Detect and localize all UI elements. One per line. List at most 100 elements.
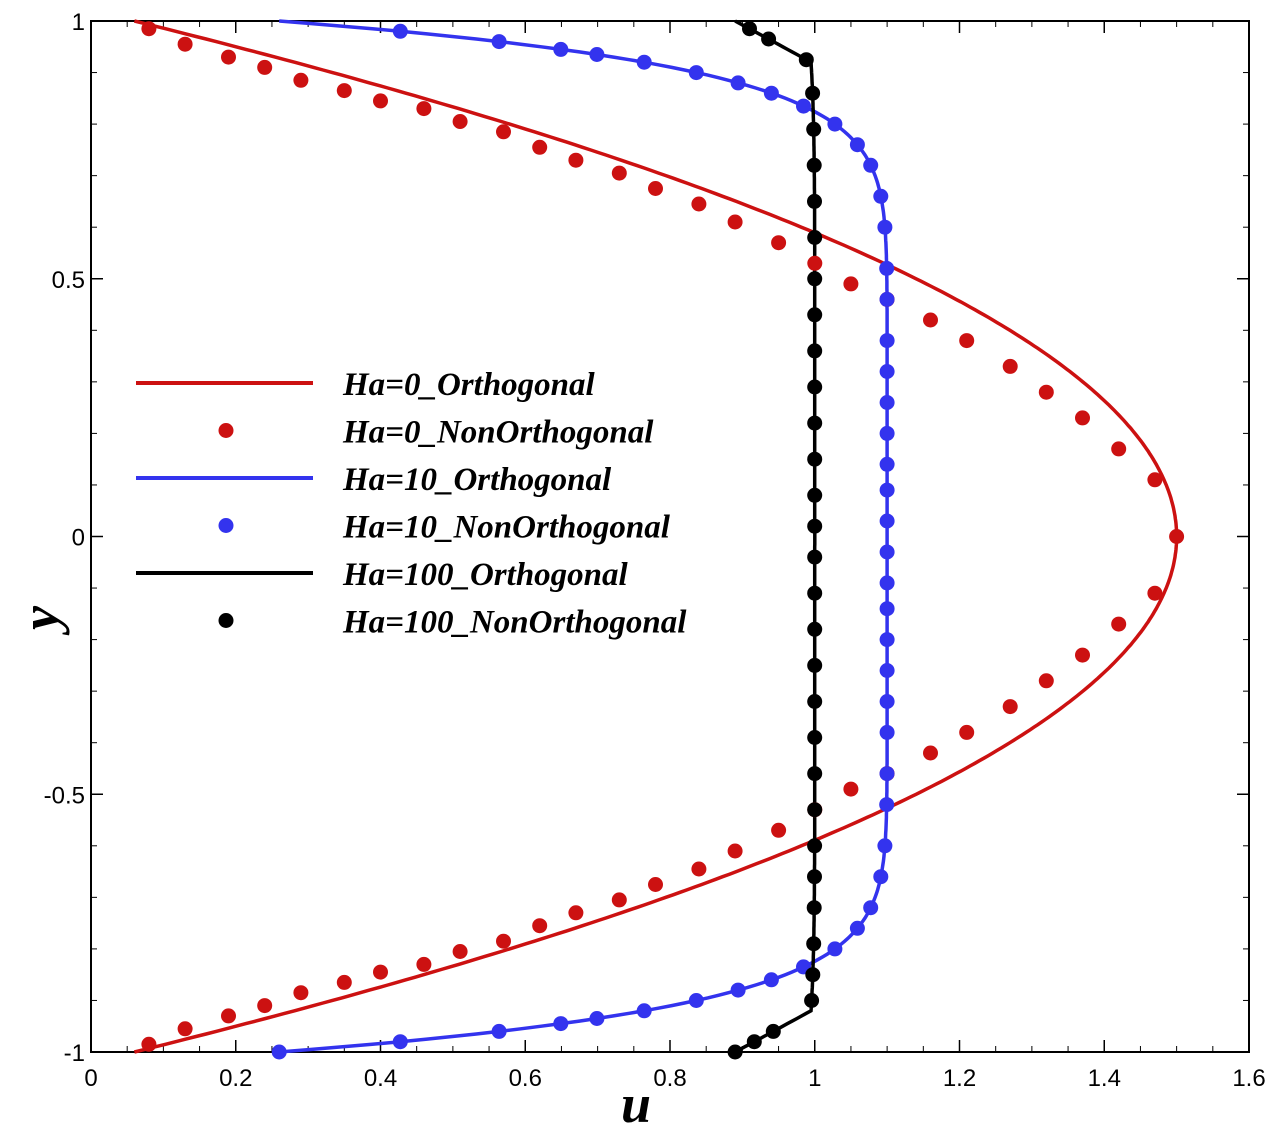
data-point <box>727 1044 743 1060</box>
data-point <box>1147 585 1163 601</box>
data-point <box>849 137 865 153</box>
data-point <box>805 967 821 983</box>
data-point <box>765 1023 781 1039</box>
data-point <box>1111 441 1127 457</box>
data-point <box>807 621 823 637</box>
data-point <box>807 487 823 503</box>
data-point <box>691 196 707 212</box>
data-point <box>879 544 895 560</box>
y-tick-label: 0.5 <box>52 267 85 294</box>
data-point <box>807 585 823 601</box>
data-point <box>452 114 468 129</box>
legend: Ha=0_Orthogonal Ha=0_NonOrthogonal Ha=10_O… <box>136 367 687 641</box>
data-point <box>771 822 787 838</box>
data-point <box>879 456 895 472</box>
x-tick-label: 0.4 <box>364 1065 397 1092</box>
data-point <box>807 766 823 782</box>
series-markers <box>141 21 1185 1060</box>
data-point <box>805 85 821 101</box>
data-point <box>843 276 859 292</box>
data-point <box>807 379 823 395</box>
data-point <box>553 41 569 57</box>
y-tick-label: -1 <box>64 1040 85 1067</box>
data-point <box>1038 673 1054 689</box>
data-point <box>923 745 938 761</box>
data-point <box>392 1034 408 1050</box>
legend-marker-swatch <box>218 518 234 533</box>
data-point <box>863 157 879 173</box>
data-point <box>879 797 895 813</box>
data-point <box>293 985 309 1001</box>
data-point <box>553 1016 569 1032</box>
data-point <box>879 694 895 709</box>
data-point <box>589 47 605 62</box>
data-point <box>568 152 584 168</box>
data-point <box>761 31 777 47</box>
data-point <box>491 34 507 50</box>
data-point <box>416 101 432 117</box>
data-point <box>1169 529 1185 544</box>
data-point <box>863 900 879 916</box>
data-point <box>1002 699 1018 715</box>
data-point <box>879 513 895 529</box>
data-point <box>806 900 822 916</box>
data-point <box>879 601 895 617</box>
data-point <box>873 188 889 204</box>
legend-label: Ha=100_NonOrthogonal <box>342 605 687 641</box>
data-point <box>636 54 652 70</box>
x-tick-label: 1.2 <box>943 1065 976 1092</box>
data-point <box>807 193 822 209</box>
data-point <box>177 36 193 52</box>
data-point <box>879 364 895 379</box>
data-point <box>1111 616 1127 632</box>
data-point <box>827 941 843 957</box>
data-point <box>373 93 388 109</box>
data-point <box>807 307 823 323</box>
data-point <box>807 343 823 359</box>
data-point <box>873 869 889 885</box>
data-point <box>1147 472 1163 488</box>
data-point <box>879 663 895 678</box>
data-point <box>257 998 273 1014</box>
legend-label: Ha=10_Orthogonal <box>342 462 612 498</box>
legend-label: Ha=0_Orthogonal <box>342 367 596 403</box>
data-point <box>392 23 408 39</box>
data-point <box>532 139 548 155</box>
series-line-ha-100-orthogonal <box>734 19 817 1054</box>
data-point <box>727 843 743 859</box>
data-point <box>807 415 823 431</box>
data-point <box>807 451 823 467</box>
data-point <box>923 312 938 328</box>
data-point <box>879 482 895 498</box>
data-point <box>807 255 823 271</box>
data-point <box>806 157 822 173</box>
data-point <box>336 974 352 990</box>
data-point <box>807 518 823 534</box>
data-point <box>807 730 823 745</box>
x-tick-label: 1 <box>808 1065 821 1092</box>
data-point <box>879 766 895 782</box>
data-point <box>763 972 779 988</box>
data-point <box>796 98 811 114</box>
data-point <box>807 802 823 818</box>
y-tick-label: 0 <box>72 525 85 552</box>
data-point <box>807 271 823 287</box>
data-point <box>798 52 814 68</box>
data-point <box>879 260 895 276</box>
data-point <box>804 993 820 1008</box>
data-point <box>746 1034 762 1050</box>
x-axis-title: u <box>621 1074 651 1133</box>
data-point <box>688 65 704 81</box>
x-tick-label: 1.4 <box>1088 1065 1121 1092</box>
data-point <box>496 933 511 949</box>
data-point <box>611 892 627 908</box>
data-point <box>532 918 548 934</box>
x-tick-label: 0.8 <box>653 1065 686 1092</box>
data-point <box>727 214 743 230</box>
data-point <box>730 982 746 998</box>
data-point <box>491 1023 507 1039</box>
axis-ticks: 0 0.2 0.4 0.6 0.8 1 1.2 1.4 1.6 -1 -0.5 0 0.5 1 <box>44 9 1266 1092</box>
data-point <box>827 116 843 132</box>
data-point <box>691 861 707 877</box>
